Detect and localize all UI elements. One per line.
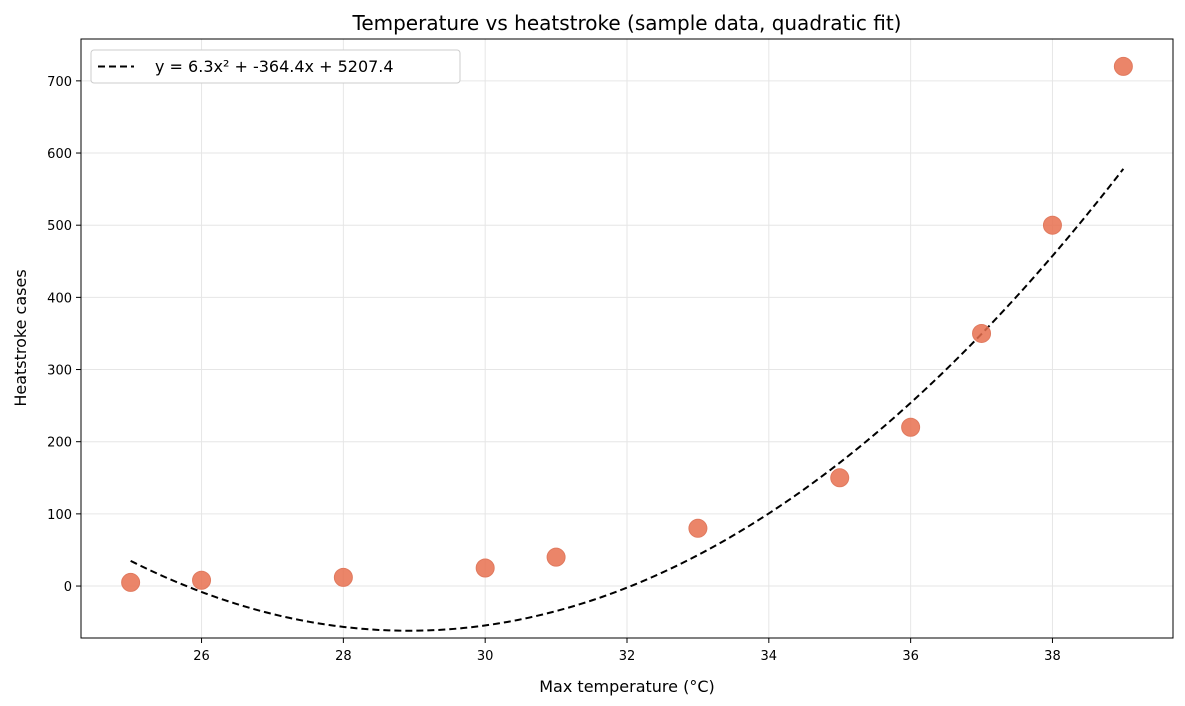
fit-curve-layer	[130, 168, 1125, 632]
scatter-point	[192, 570, 212, 590]
x-tick-label: 30	[477, 649, 494, 664]
scatter-point	[901, 417, 921, 437]
y-tick-label: 100	[47, 508, 72, 523]
y-tick-label: 0	[64, 580, 72, 595]
y-tick-label: 700	[47, 75, 72, 90]
y-tick-label: 400	[47, 291, 72, 306]
y-tick-label: 600	[47, 147, 72, 162]
x-tick-label: 26	[193, 649, 210, 664]
x-tick-label: 34	[761, 649, 778, 664]
scatter-point	[333, 567, 353, 587]
scatter-point	[830, 468, 850, 488]
x-tick-label: 38	[1044, 649, 1061, 664]
scatter-point	[972, 323, 992, 343]
legend-fit-label: y = 6.3x² + -364.4x + 5207.4	[155, 57, 394, 76]
scatter-points	[121, 56, 1133, 592]
legend-box	[90, 49, 461, 84]
scatter-point	[475, 558, 495, 578]
y-axis-ticks: 0 100 200 300 400 500 600 700	[47, 75, 81, 595]
x-tick-label: 32	[619, 649, 636, 664]
gridlines	[81, 39, 1173, 638]
scatter-point	[121, 572, 141, 592]
scatter-point	[1113, 56, 1133, 76]
x-tick-label: 28	[335, 649, 352, 664]
scatter-point	[1042, 215, 1062, 235]
x-axis-ticks: 26 28 30 32 34 36 38	[193, 638, 1061, 664]
y-tick-label: 200	[47, 436, 72, 451]
y-axis-label: Heatstroke cases	[11, 269, 30, 406]
x-tick-label: 36	[902, 649, 919, 664]
legend: y = 6.3x² + -364.4x + 5207.4	[90, 49, 461, 84]
scatter-point	[688, 518, 708, 538]
scatter-point	[546, 547, 566, 567]
y-tick-label: 300	[47, 364, 72, 379]
chart-title: Temperature vs heatstroke (sample data, …	[352, 11, 902, 35]
fit-curve	[130, 168, 1125, 632]
y-tick-label: 500	[47, 219, 72, 234]
x-axis-label: Max temperature (°C)	[539, 677, 714, 696]
